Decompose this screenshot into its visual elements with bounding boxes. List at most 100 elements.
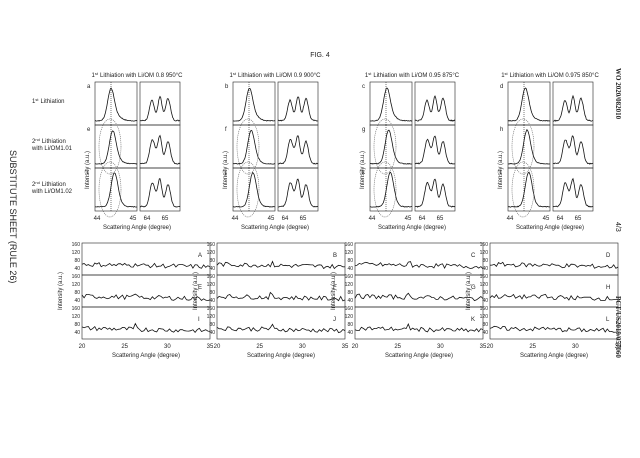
panel-frame (369, 167, 413, 212)
x-tick-label: 25 (121, 344, 128, 350)
x-axis-label: Scattering Angle (degree) (378, 225, 446, 231)
label-text: Lithiation with Li/OM 0.95 875°C (373, 73, 459, 79)
panel-frame (552, 124, 594, 169)
panel-frame (232, 124, 276, 169)
noise-trace (489, 261, 619, 269)
y-tick-label: 80 (347, 290, 353, 296)
panel-frame (552, 81, 594, 126)
x-tick-label: 30 (572, 344, 579, 350)
y-tick-label: 120 (72, 250, 81, 256)
highlight-ellipse (373, 161, 397, 218)
label-text: Lithiation with Li/OM 0.8 950°C (100, 73, 183, 79)
panel-group-title: 1st Lithiation with Li/OM 0.975 850°C (501, 71, 599, 79)
x-tick-label: 45 (543, 216, 550, 222)
panel-frame (81, 274, 211, 308)
y-tick-label: 40 (209, 330, 215, 336)
panel-letter: K (471, 317, 475, 323)
label-number: 2 (32, 139, 36, 145)
panel-group-title: 1st Lithiation with Li/OM 0.8 950°C (92, 71, 184, 79)
superscript: st (35, 97, 39, 102)
xrd-peak-curve (232, 87, 276, 122)
x-tick-label: 30 (164, 344, 171, 350)
y-tick-label: 120 (345, 250, 354, 256)
panel-letter: J (333, 317, 336, 323)
y-tick-label: 160 (207, 242, 216, 248)
panel-frame (507, 124, 551, 169)
noise-trace (489, 325, 619, 333)
panel-letter: I (198, 317, 200, 323)
noise-trace (216, 291, 346, 302)
x-tick-label: 45 (130, 216, 137, 222)
x-tick-label: 44 (232, 216, 239, 222)
xrd-peak-curve (370, 87, 413, 122)
xrd-split-curve (552, 177, 594, 208)
panel-group-title: 1st Lithiation with Li/OM 0.95 875°C (365, 71, 460, 79)
panel-letter: i (87, 170, 88, 176)
x-tick-label: 35 (342, 344, 349, 350)
y-tick-label: 40 (347, 330, 353, 336)
y-tick-label: 160 (72, 242, 81, 248)
noise-trace (81, 262, 211, 269)
noise-trace (354, 292, 484, 302)
label-number: 2 (32, 182, 36, 188)
xrd-split-curve (553, 94, 594, 122)
y-tick-label: 160 (345, 242, 354, 248)
y-tick-label: 120 (480, 250, 489, 256)
x-tick-label: 64 (144, 216, 151, 222)
xrd-peak-curve (507, 171, 551, 208)
label-text: Lithiation (42, 182, 66, 188)
x-tick-label: 44 (507, 216, 514, 222)
panel-frame (216, 306, 346, 340)
xrd-split-curve (277, 96, 319, 122)
panel-frame (489, 306, 619, 340)
y-tick-label: 120 (207, 314, 216, 320)
x-tick-label: 44 (94, 216, 101, 222)
panel-frame (489, 242, 619, 276)
highlight-ellipse (236, 161, 260, 218)
y-tick-label: 40 (482, 266, 488, 272)
label-number: 1 (32, 99, 36, 105)
xrd-split-curve (414, 178, 456, 208)
x-tick-label: 64 (419, 216, 426, 222)
xrd-split-curve (414, 135, 456, 165)
x-tick-label: 45 (405, 216, 412, 222)
panel-frame (369, 124, 413, 169)
panel-frame (81, 306, 211, 340)
y-axis-label: Intensity (a.u.) (193, 272, 199, 310)
panel-frame (94, 124, 138, 169)
panel-letter: G (471, 285, 476, 291)
y-tick-label: 40 (482, 298, 488, 304)
y-tick-label: 80 (74, 322, 80, 328)
x-axis-label: Scattering Angle (degree) (103, 225, 171, 231)
xrd-split-curve (277, 135, 319, 165)
y-tick-label: 80 (209, 258, 215, 264)
x-tick-label: 20 (79, 344, 86, 350)
panel-letter: k (362, 170, 366, 176)
x-tick-label: 20 (214, 344, 221, 350)
panel-frame (354, 242, 484, 276)
y-tick-label: 80 (482, 290, 488, 296)
panel-letter: L (606, 317, 610, 323)
y-tick-label: 160 (72, 274, 81, 280)
xrd-split-curve (552, 135, 594, 165)
panel-frame (507, 81, 551, 126)
panel-letter: a (87, 84, 91, 90)
x-tick-label: 20 (352, 344, 359, 350)
y-tick-label: 80 (209, 290, 215, 296)
noise-trace (216, 323, 346, 334)
row-label: 2nd Lithiation (32, 180, 66, 188)
x-tick-label: 65 (437, 216, 444, 222)
y-tick-label: 120 (72, 314, 81, 320)
superscript: st (368, 71, 372, 76)
x-tick-label: 30 (437, 344, 444, 350)
label-text: Lithiation with Li/OM 0.975 850°C (510, 73, 600, 79)
x-axis-label: Scattering Angle (degree) (520, 353, 588, 359)
panel-frame (354, 306, 484, 340)
xrd-split-curve (139, 95, 181, 122)
y-tick-label: 80 (347, 258, 353, 264)
panel-frame (489, 274, 619, 308)
x-tick-label: 25 (256, 344, 263, 350)
panel-letter: c (362, 84, 365, 90)
panel-letter: B (333, 253, 337, 259)
x-axis-label: Scattering Angle (degree) (385, 353, 453, 359)
